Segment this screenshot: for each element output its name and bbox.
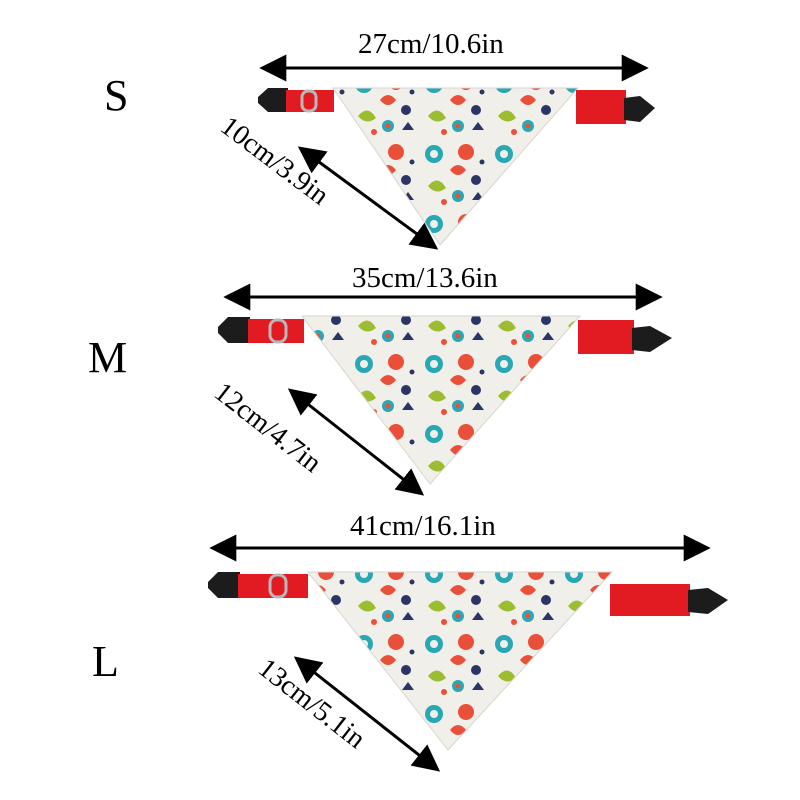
depth-arrow: [297, 146, 439, 250]
width-label-m: 35cm/13.6in: [352, 262, 498, 294]
buckle-female-icon: [218, 317, 250, 343]
width-label-s: 27cm/10.6in: [358, 28, 504, 60]
depth-arrow: [287, 388, 425, 496]
collar-strap: [610, 584, 690, 616]
size-label-s: S: [104, 71, 129, 120]
collar-strap: [248, 319, 304, 343]
size-label-m: M: [88, 333, 128, 382]
buckle-female-icon: [258, 88, 288, 112]
bandana-fabric: [332, 87, 580, 246]
d-ring-icon: [268, 318, 288, 344]
bandana-l: [208, 534, 728, 772]
buckle-female-icon: [208, 572, 240, 598]
bandana-fabric: [300, 315, 582, 485]
width-label-l: 41cm/16.1in: [350, 510, 496, 542]
bandana-m: [218, 283, 672, 496]
collar-strap: [578, 320, 634, 354]
depth-arrow: [293, 656, 441, 772]
collar-strap: [576, 90, 626, 124]
collar-strap: [286, 90, 334, 112]
d-ring-icon: [300, 89, 318, 113]
buckle-male-icon: [624, 96, 655, 122]
buckle-male-icon: [688, 588, 728, 614]
size-label-l: L: [92, 637, 119, 686]
d-ring-icon: [268, 573, 288, 599]
bandana-s: [258, 54, 655, 250]
buckle-male-icon: [632, 326, 672, 352]
